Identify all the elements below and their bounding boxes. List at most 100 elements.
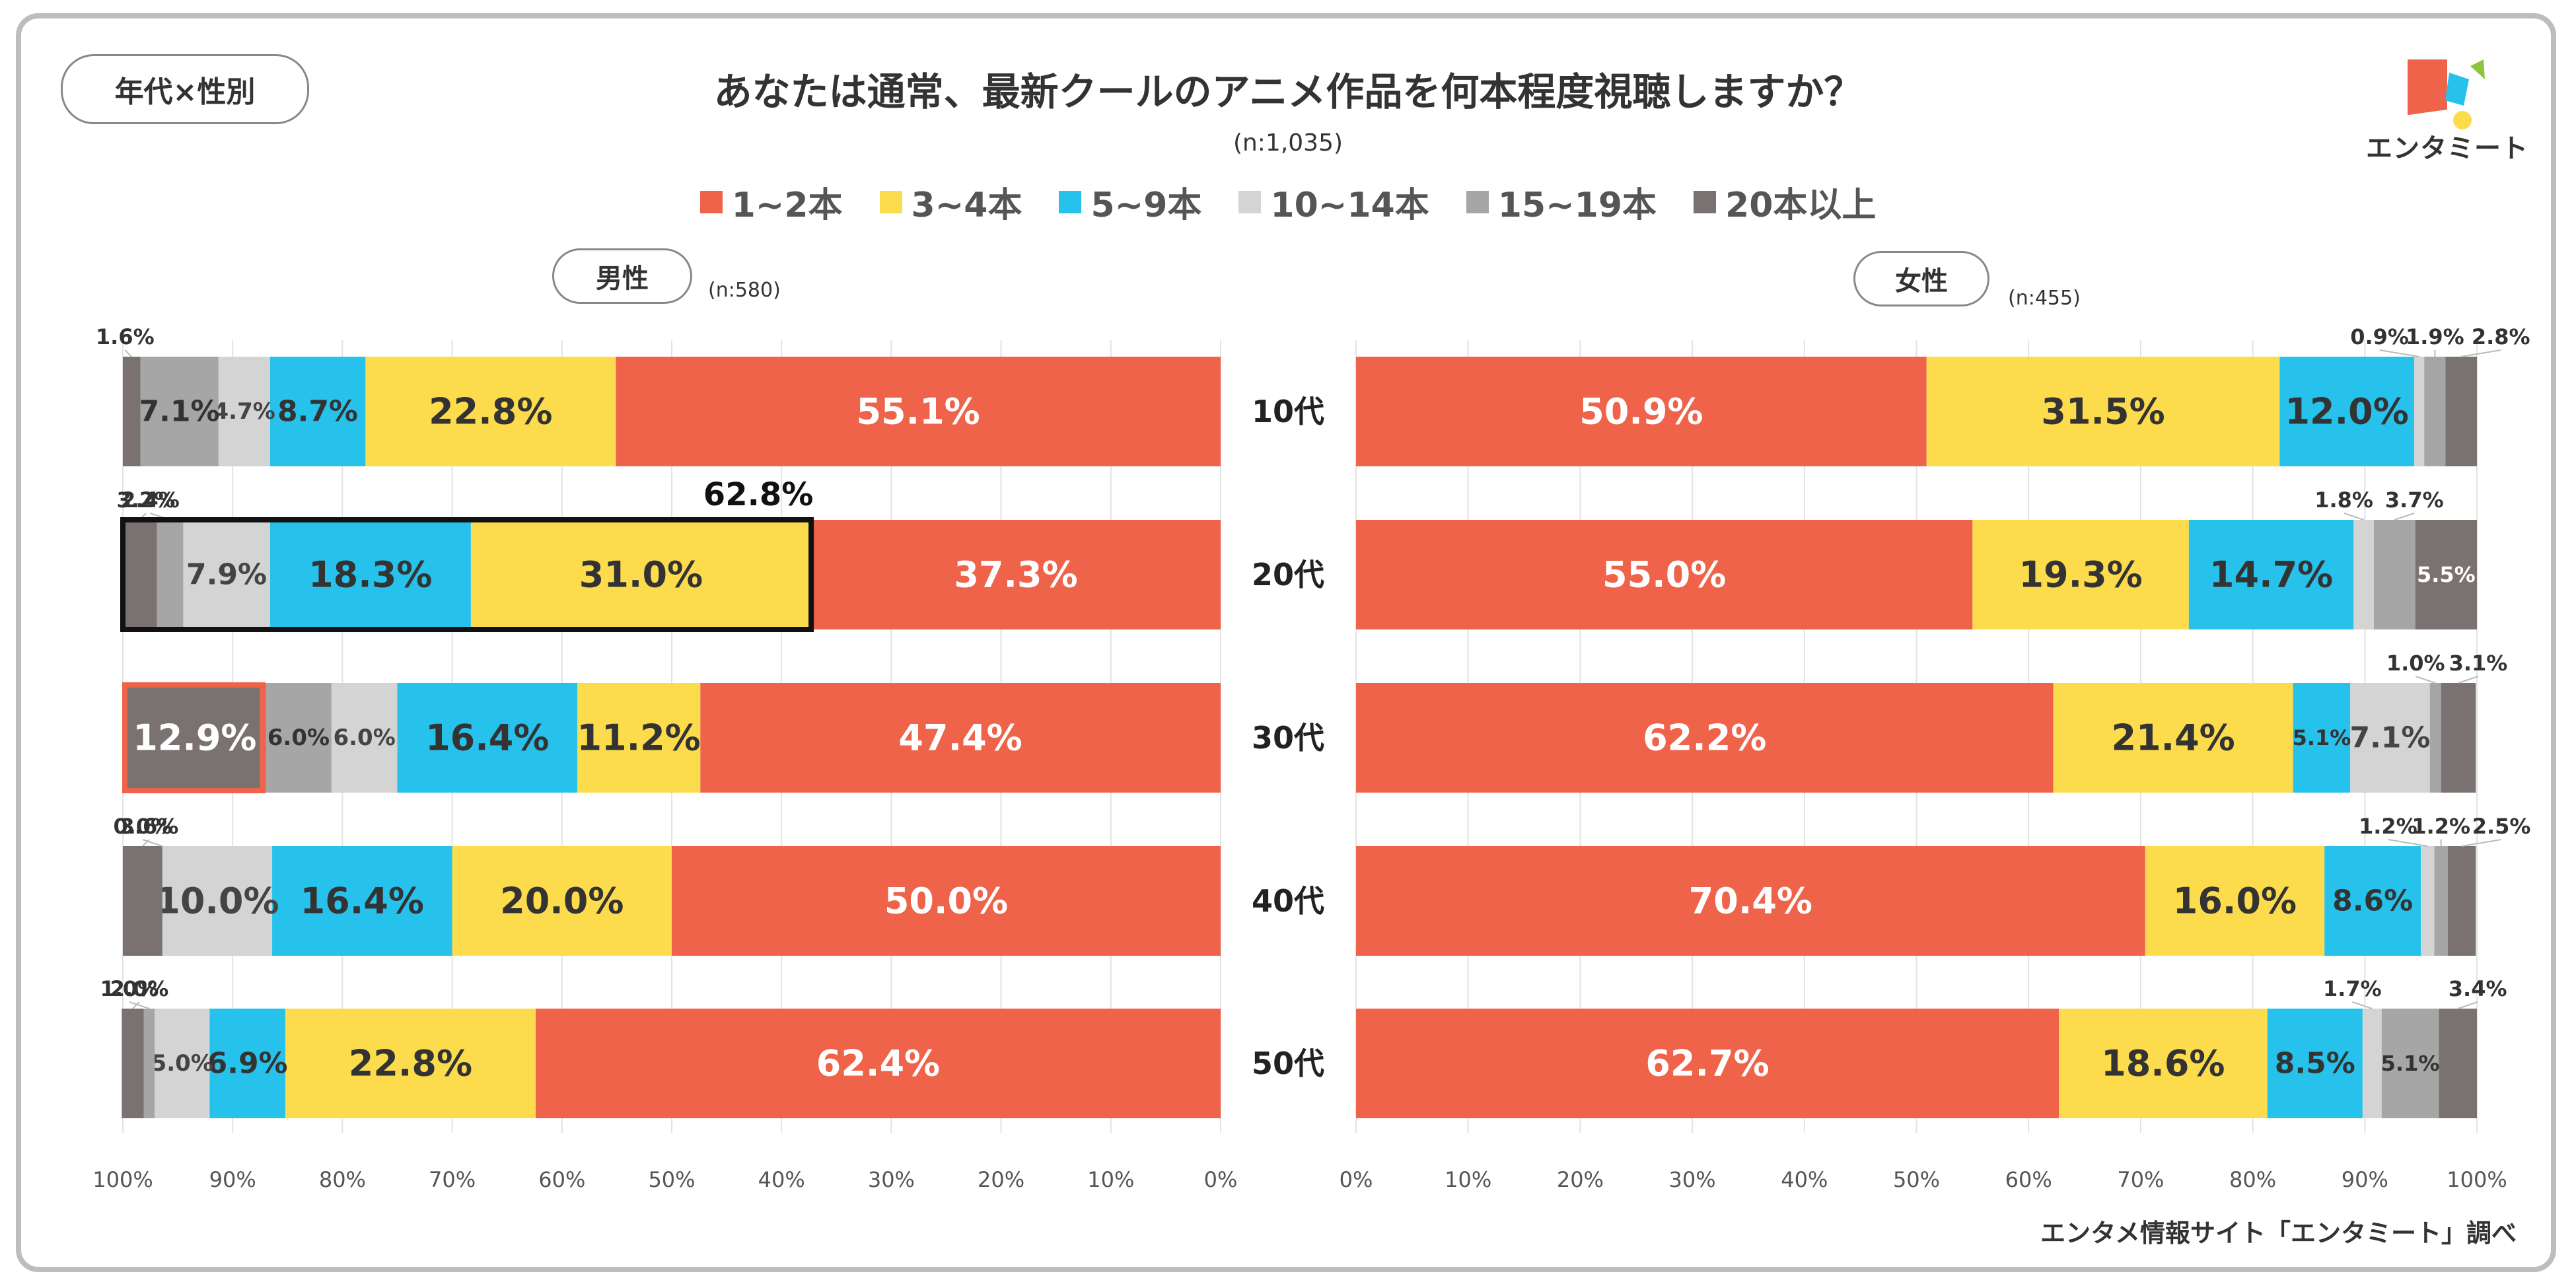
data-label: 5.1% (2293, 725, 2351, 750)
data-label-small: 1.0% (100, 976, 159, 1001)
legend-swatch (1059, 190, 1082, 213)
legend-item-10-14: 10~14本 (1238, 177, 1429, 227)
x-tick-label: 10% (1445, 1167, 1491, 1192)
bar-segment (2445, 357, 2477, 466)
data-label: 22.8% (429, 391, 552, 433)
data-label: 7.9% (186, 558, 267, 592)
bar-segment (157, 520, 184, 629)
data-label: 31.5% (2041, 391, 2165, 433)
legend-label: 10~14本 (1270, 186, 1429, 225)
data-label: 11.2% (577, 717, 700, 759)
x-tick-label: 60% (538, 1167, 585, 1192)
legend-label: 3~4本 (911, 186, 1022, 225)
bar-segment (209, 1009, 285, 1118)
bar-segment (285, 1009, 536, 1118)
data-label: 37.3% (954, 554, 1077, 596)
leader-line (142, 839, 150, 847)
x-tick-label: 90% (209, 1167, 256, 1192)
bar-segment (2373, 520, 2415, 629)
bar-segment (2267, 1009, 2363, 1118)
leader-line (132, 1001, 140, 1009)
legend-item-3-4: 3~4本 (879, 177, 1022, 227)
bar-segment (452, 846, 672, 956)
x-tick-label: 30% (1669, 1167, 1716, 1192)
bar-segment (124, 683, 266, 793)
bar-segment (2362, 1009, 2382, 1118)
bar-segment (272, 846, 452, 956)
highlight-box-accent (122, 682, 266, 793)
data-label: 16.4% (425, 717, 549, 759)
bar-segment (331, 683, 398, 793)
legend-label: 1~2本 (731, 186, 843, 225)
data-label: 4.7% (213, 398, 275, 425)
legend-swatch (699, 190, 723, 213)
legend-item-20plus: 20本以上 (1694, 177, 1876, 227)
bar-segment (2059, 1009, 2268, 1118)
bar-segment (269, 357, 366, 466)
bar-segment (140, 357, 219, 466)
legend-swatch (1466, 190, 1489, 213)
bar-segment (2350, 683, 2430, 793)
source-credit: エンタメ情報サイト「エンタミート」調べ (2040, 1219, 2517, 1248)
data-label-small: 2.5% (2472, 814, 2531, 839)
data-label-small: 2.4% (121, 487, 180, 513)
x-tick-label: 0% (1340, 1167, 1373, 1192)
bar-segment (1356, 520, 1973, 629)
data-label: 16.0% (2173, 880, 2297, 922)
bar-segment (577, 683, 701, 793)
bar-segment (2053, 683, 2293, 793)
legend-item-1-2: 1~2本 (699, 177, 843, 227)
bar-segment (2414, 357, 2425, 466)
x-tick-label: 50% (648, 1167, 695, 1192)
leader-line (2352, 1001, 2373, 1009)
leader-line (2343, 513, 2364, 520)
leader-line (2457, 1001, 2478, 1009)
data-label: 21.4% (2111, 717, 2235, 759)
data-label-small: 1.2% (2359, 814, 2417, 839)
outer-frame (16, 13, 2556, 1272)
bar-segment (2353, 520, 2374, 629)
bar-segment (2381, 1009, 2439, 1118)
bar-segment (2424, 357, 2446, 466)
data-label: 5.1% (2381, 1051, 2440, 1076)
data-label-small: 2.0% (110, 976, 169, 1001)
highlight-total-label: 62.8% (703, 476, 814, 513)
data-label: 8.6% (2332, 884, 2413, 918)
bar-segment (155, 1009, 210, 1118)
data-label: 19.3% (2019, 554, 2142, 596)
bar-segment (183, 520, 270, 629)
sample-size: (n:1,035) (1233, 129, 1343, 157)
bar-segment (143, 1009, 155, 1118)
data-label-small: 1.6% (96, 324, 155, 349)
bar-segment (2434, 846, 2448, 956)
data-label-small: 2.8% (2472, 324, 2530, 349)
category-label: 40代 (1252, 883, 1324, 919)
x-tick-label: 20% (1557, 1167, 1604, 1192)
bar-segment (2441, 683, 2476, 793)
x-tick-label: 20% (978, 1167, 1024, 1192)
leader-line (2394, 513, 2415, 520)
x-tick-label: 50% (1893, 1167, 1940, 1192)
bar-segment (700, 683, 1221, 793)
data-label: 62.7% (1645, 1043, 1769, 1085)
leader-line (2461, 839, 2502, 847)
x-tick-label: 100% (2447, 1167, 2507, 1192)
x-tick-label: 30% (868, 1167, 915, 1192)
bar-segment (2145, 846, 2325, 956)
panel-label-male: 男性 (552, 248, 692, 304)
data-label: 55.1% (856, 391, 980, 433)
data-label: 18.3% (308, 554, 432, 596)
data-label-small: 1.2% (2412, 814, 2470, 839)
x-tick-label: 90% (2342, 1167, 2388, 1192)
bar-segment (811, 520, 1221, 629)
bar-segment (470, 520, 812, 629)
data-label: 12.9% (133, 717, 256, 759)
highlight-box (120, 517, 814, 632)
data-label: 20.0% (500, 880, 624, 922)
x-tick-label: 80% (2229, 1167, 2276, 1192)
data-label: 8.5% (2275, 1047, 2355, 1081)
data-label-small: 0.9% (2350, 324, 2409, 349)
data-label-small: 3.2% (117, 487, 176, 513)
data-label-small: 3.6% (120, 814, 179, 839)
